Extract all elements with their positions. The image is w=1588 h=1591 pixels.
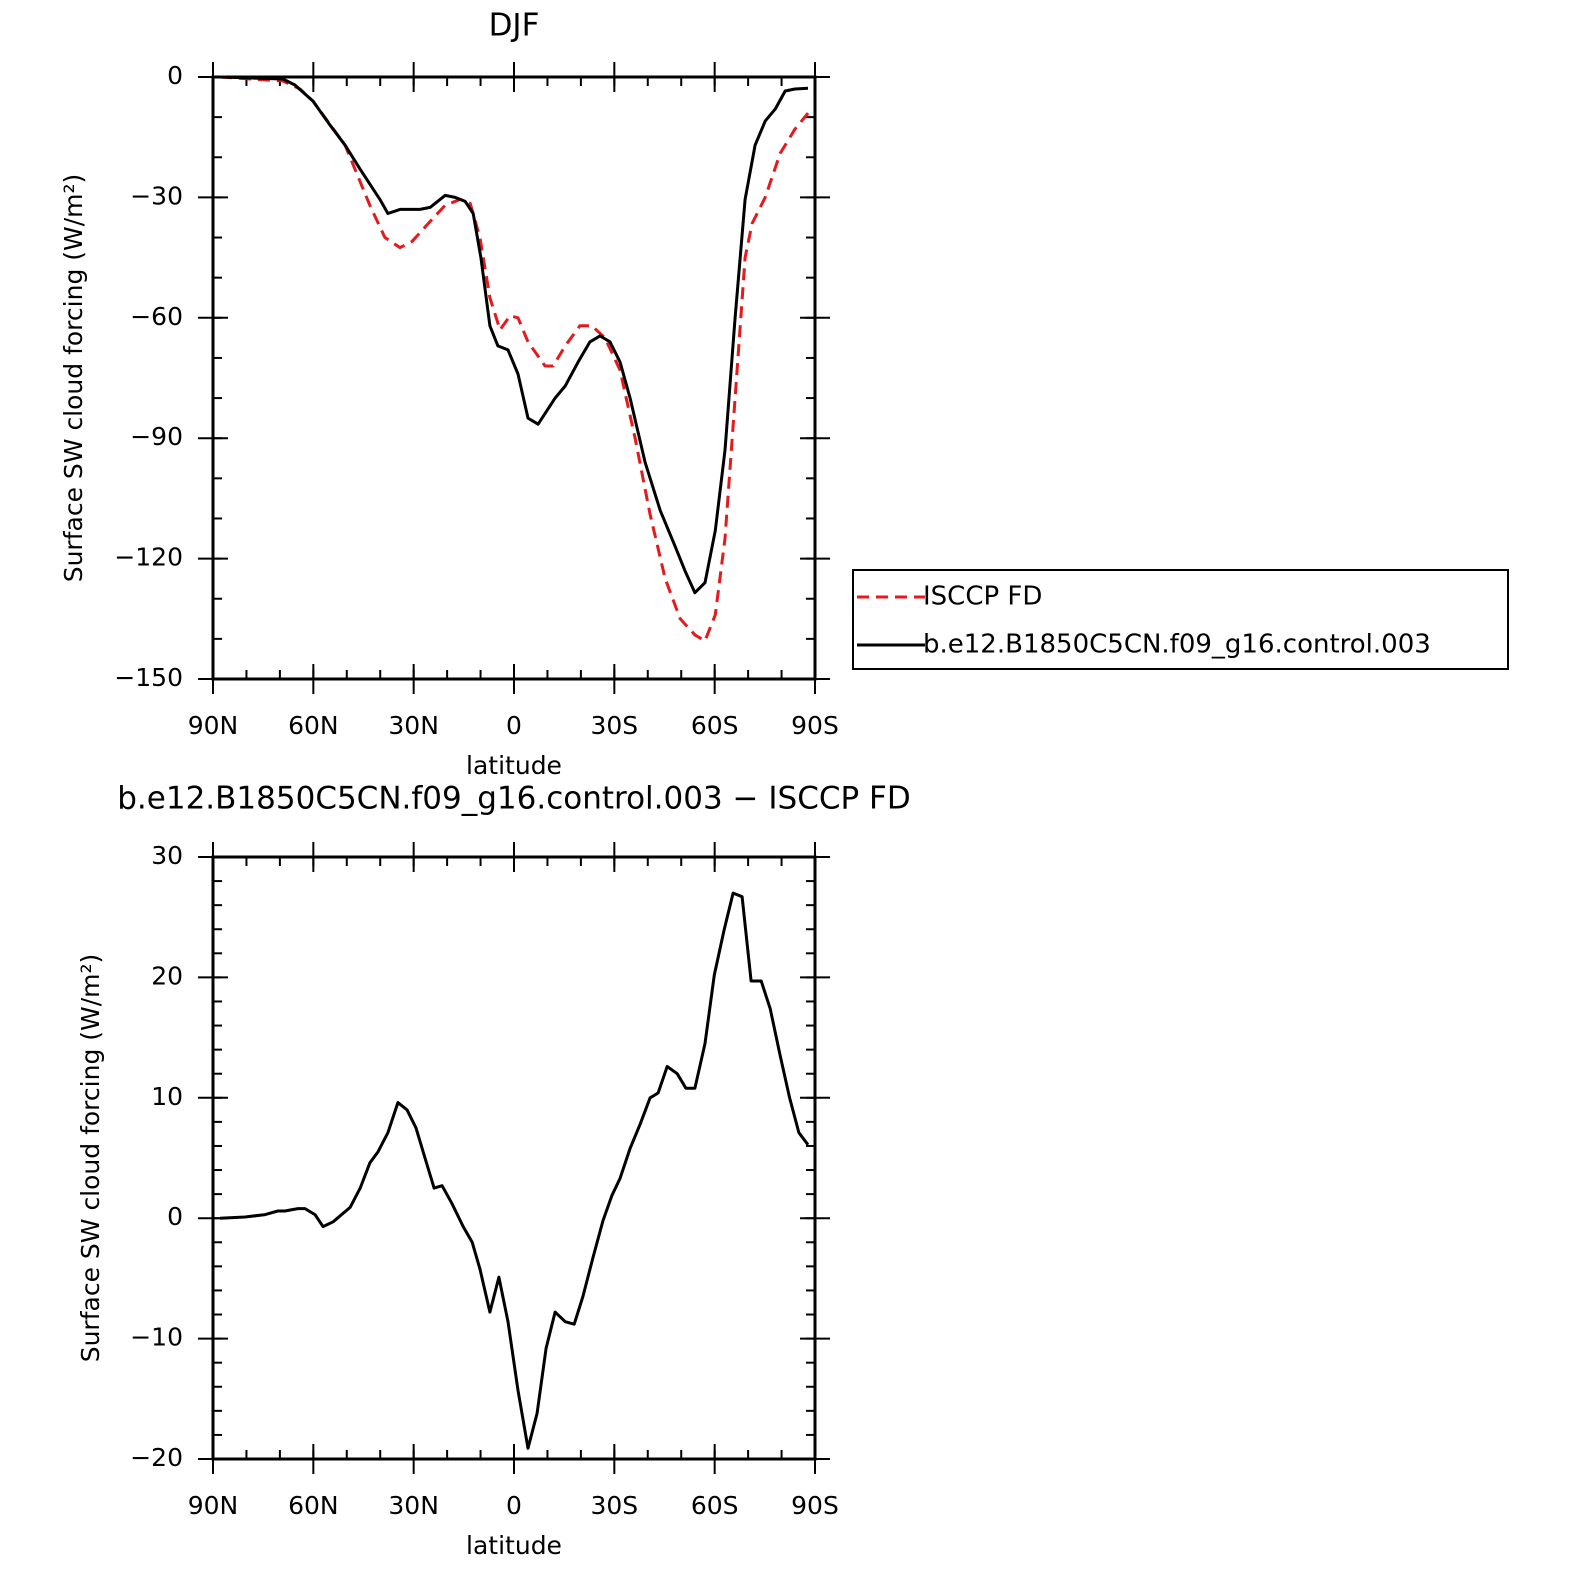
chart-title: b.e12.B1850C5CN.f09_g16.control.003 − IS…	[117, 781, 910, 817]
y-tick-label: −20	[130, 1443, 183, 1472]
y-tick-label: −30	[130, 181, 183, 210]
y-axis-label: Surface SW cloud forcing (W/m²)	[59, 174, 88, 583]
x-tick-label: 30N	[388, 711, 439, 740]
y-tick-label: −90	[130, 422, 183, 451]
y-tick-label: 0	[167, 1202, 183, 1231]
y-tick-label: 30	[151, 841, 183, 870]
x-tick-label: 60S	[691, 711, 739, 740]
plot-frame	[211, 855, 817, 1461]
y-tick-label: 0	[167, 61, 183, 90]
x-tick-label: 90S	[791, 711, 839, 740]
x-axis-label: latitude	[466, 751, 562, 780]
y-tick-label: 10	[151, 1082, 183, 1111]
y-tick-label: −120	[114, 543, 183, 572]
legend-label: ISCCP FD	[923, 582, 1042, 612]
x-tick-label: 90S	[791, 1491, 839, 1520]
x-tick-label: 0	[506, 711, 522, 740]
x-tick-label: 30N	[388, 1491, 439, 1520]
y-tick-label: 20	[151, 961, 183, 990]
legend-box	[852, 569, 1509, 670]
y-tick-label: −10	[130, 1323, 183, 1352]
chart-title: DJF	[489, 8, 540, 44]
x-tick-label: 90N	[188, 711, 239, 740]
x-tick-label: 30S	[590, 1491, 638, 1520]
data-line	[219, 75, 810, 643]
data-line	[219, 891, 810, 1450]
x-tick-label: 60N	[288, 711, 339, 740]
x-tick-label: 30S	[590, 711, 638, 740]
data-line	[219, 75, 809, 595]
y-tick-label: −150	[114, 663, 183, 692]
x-tick-label: 60N	[288, 1491, 339, 1520]
x-tick-label: 90N	[188, 1491, 239, 1520]
y-tick-label: −60	[130, 302, 183, 331]
x-tick-label: 0	[506, 1491, 522, 1520]
plot-frame	[211, 75, 817, 681]
legend-label: b.e12.B1850C5CN.f09_g16.control.003	[923, 630, 1431, 660]
x-tick-label: 60S	[691, 1491, 739, 1520]
y-axis-label: Surface SW cloud forcing (W/m²)	[76, 954, 105, 1363]
x-axis-label: latitude	[466, 1531, 562, 1560]
